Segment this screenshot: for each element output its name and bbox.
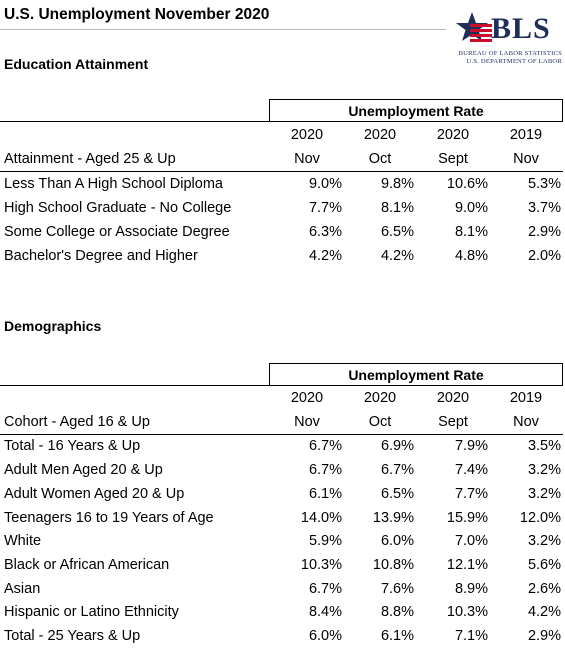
table-cell: 9.8% — [380, 176, 414, 192]
education-col-year: 2019 — [509, 127, 543, 143]
education-col-year: 2020 — [363, 127, 397, 143]
education-col-year: 2020 — [290, 127, 324, 143]
table-cell: 2.9% — [527, 224, 561, 240]
table-cell: 2.9% — [527, 628, 561, 644]
bls-logo-subtitle: BUREAU OF LABOR STATISTICS — [458, 50, 562, 57]
row-label: Bachelor's Degree and Higher — [4, 248, 198, 264]
row-label: White — [4, 533, 42, 549]
table-cell: 6.0% — [380, 533, 414, 549]
table-cell: 4.8% — [454, 248, 488, 264]
demographics-col-year: 2020 — [290, 390, 324, 406]
bls-logo: BLS BUREAU OF LABOR STATISTICS U.S. DEPA… — [452, 10, 562, 70]
table-cell: 10.8% — [372, 557, 414, 573]
table-cell: 12.0% — [519, 510, 561, 526]
education-row-header-label: Attainment - Aged 25 & Up — [4, 151, 176, 167]
table-cell: 2.0% — [527, 248, 561, 264]
row-label: Adult Men Aged 20 & Up — [4, 462, 163, 478]
education-col-month: Nov — [513, 151, 539, 167]
education-col-year: 2020 — [436, 127, 470, 143]
table-cell: 3.2% — [527, 533, 561, 549]
table-cell: 7.0% — [454, 533, 488, 549]
page-title: U.S. Unemployment November 2020 — [4, 6, 270, 23]
demographics-col-year: 2020 — [363, 390, 397, 406]
demographics-header-divider — [0, 434, 563, 435]
table-cell: 6.7% — [308, 462, 342, 478]
education-header-divider — [0, 171, 563, 172]
table-cell: 5.9% — [308, 533, 342, 549]
bls-logo-text: BLS — [491, 12, 551, 45]
table-cell: 6.0% — [308, 628, 342, 644]
table-cell: 8.9% — [454, 581, 488, 597]
table-cell: 6.7% — [380, 462, 414, 478]
row-label: Adult Women Aged 20 & Up — [4, 486, 185, 502]
table-cell: 10.3% — [446, 604, 488, 620]
table-cell: 8.1% — [454, 224, 488, 240]
table-cell: 6.5% — [380, 486, 414, 502]
demographics-col-month: Nov — [294, 414, 320, 430]
table-cell: 8.4% — [308, 604, 342, 620]
table-cell: 6.3% — [308, 224, 342, 240]
table-cell: 4.2% — [380, 248, 414, 264]
table-cell: 3.7% — [527, 200, 561, 216]
table-cell: 3.2% — [527, 486, 561, 502]
title-divider — [0, 29, 446, 30]
table-cell: 15.9% — [446, 510, 488, 526]
demographics-row-header-label: Cohort - Aged 16 & Up — [4, 414, 150, 430]
row-label: Teenagers 16 to 19 Years of Age — [4, 510, 214, 526]
row-label: Hispanic or Latino Ethnicity — [4, 604, 179, 620]
education-section-title: Education Attainment — [4, 56, 149, 72]
education-col-month: Nov — [294, 151, 320, 167]
table-cell: 13.9% — [372, 510, 414, 526]
demographics-col-month: Oct — [368, 414, 392, 430]
demographics-col-year: 2019 — [509, 390, 543, 406]
table-cell: 6.9% — [380, 438, 414, 454]
table-cell: 9.0% — [308, 176, 342, 192]
row-label: Some College or Associate Degree — [4, 224, 230, 240]
education-group-header-underline — [0, 121, 563, 122]
table-cell: 2.6% — [527, 581, 561, 597]
education-group-header: Unemployment Rate — [269, 99, 563, 121]
demographics-group-header-underline — [0, 385, 563, 386]
bls-logo-department: U.S. DEPARTMENT OF LABOR — [466, 58, 562, 65]
table-cell: 7.4% — [454, 462, 488, 478]
table-cell: 4.2% — [527, 604, 561, 620]
table-cell: 7.7% — [454, 486, 488, 502]
table-cell: 9.0% — [454, 200, 488, 216]
row-label: Total - 25 Years & Up — [4, 628, 141, 644]
demographics-col-month: Nov — [513, 414, 539, 430]
table-cell: 12.1% — [446, 557, 488, 573]
table-cell: 3.2% — [527, 462, 561, 478]
demographics-group-header: Unemployment Rate — [269, 363, 563, 385]
table-cell: 10.3% — [300, 557, 342, 573]
table-cell: 8.8% — [380, 604, 414, 620]
table-cell: 5.6% — [527, 557, 561, 573]
table-cell: 6.7% — [308, 438, 342, 454]
row-label: Less Than A High School Diploma — [4, 176, 223, 192]
bls-emblem-icon — [456, 12, 492, 42]
table-cell: 6.1% — [308, 486, 342, 502]
table-cell: 6.7% — [308, 581, 342, 597]
table-cell: 8.1% — [380, 200, 414, 216]
table-cell: 6.1% — [380, 628, 414, 644]
demographics-col-month: Sept — [438, 414, 468, 430]
row-label: High School Graduate - No College — [4, 200, 232, 216]
table-cell: 10.6% — [446, 176, 488, 192]
table-cell: 3.5% — [527, 438, 561, 454]
table-cell: 7.1% — [454, 628, 488, 644]
table-cell: 7.7% — [308, 200, 342, 216]
table-cell: 5.3% — [527, 176, 561, 192]
table-cell: 7.9% — [454, 438, 488, 454]
table-cell: 7.6% — [380, 581, 414, 597]
demographics-section-title: Demographics — [4, 318, 102, 334]
row-label: Total - 16 Years & Up — [4, 438, 141, 454]
table-cell: 6.5% — [380, 224, 414, 240]
table-cell: 4.2% — [308, 248, 342, 264]
row-label: Asian — [4, 581, 41, 597]
table-cell: 14.0% — [300, 510, 342, 526]
demographics-col-year: 2020 — [436, 390, 470, 406]
row-label: Black or African American — [4, 557, 170, 573]
education-col-month: Oct — [368, 151, 392, 167]
education-col-month: Sept — [438, 151, 468, 167]
